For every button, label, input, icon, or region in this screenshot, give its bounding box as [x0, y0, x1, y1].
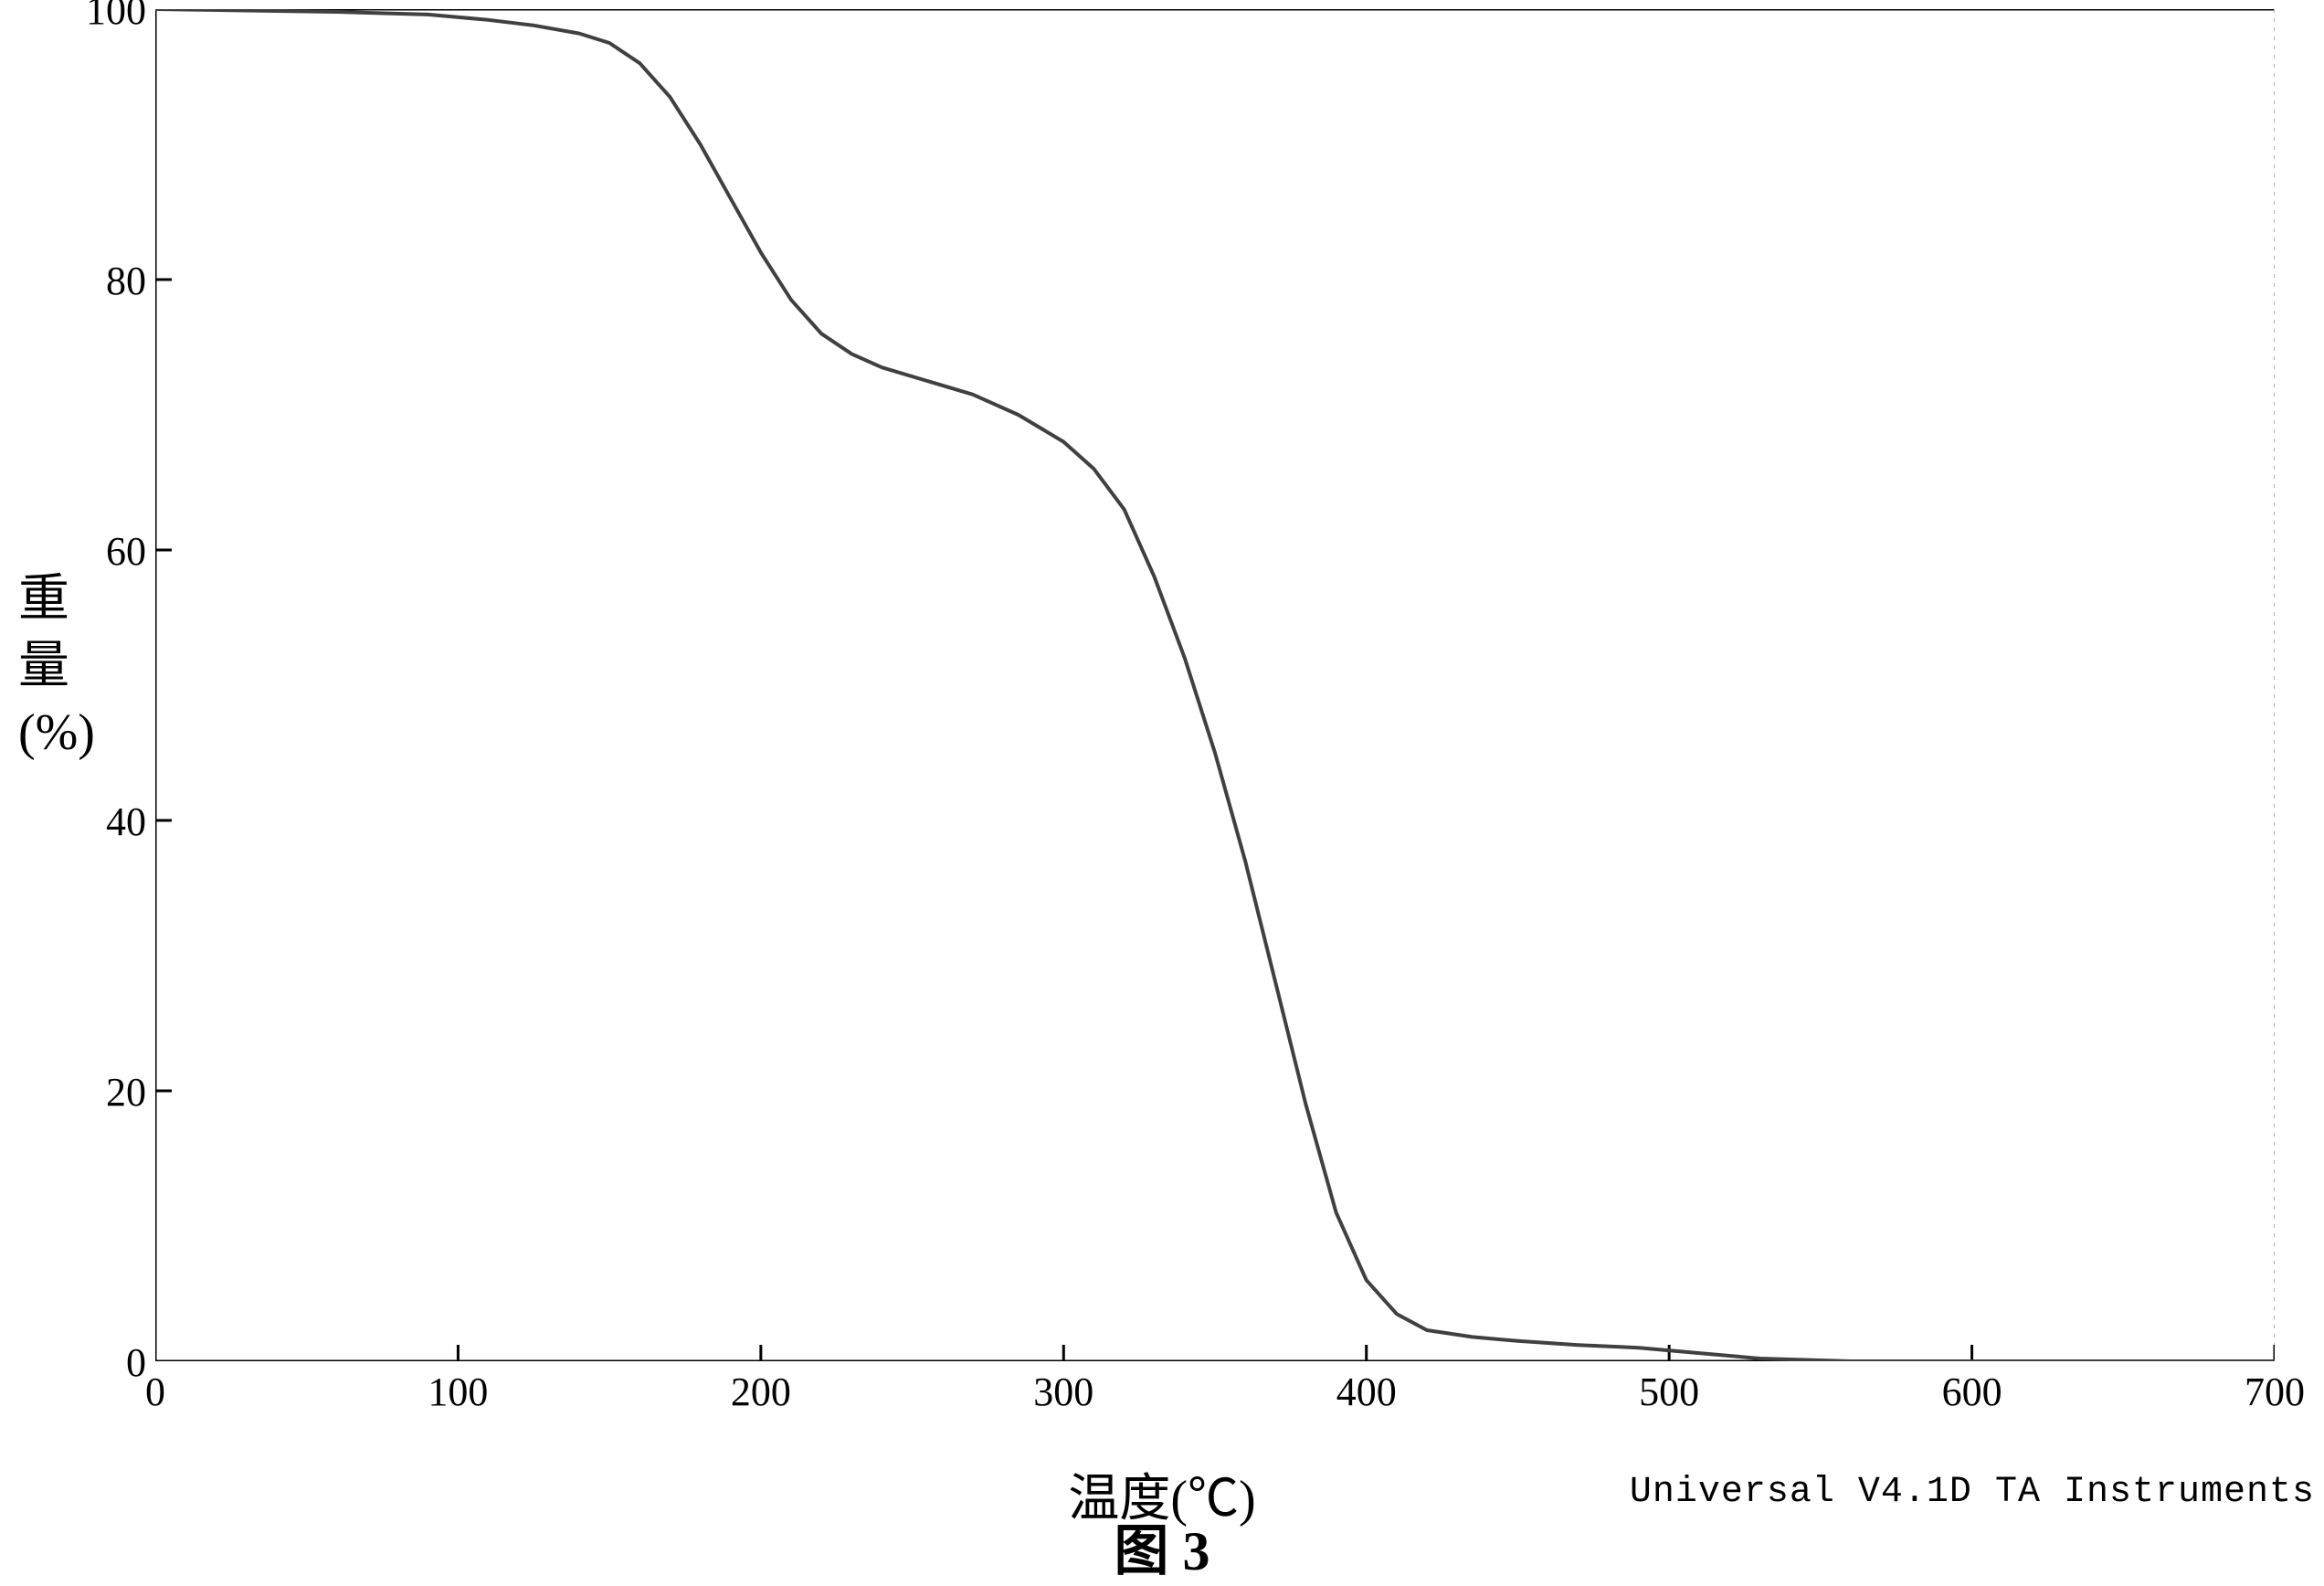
y-axis-label-line3: (%) — [18, 700, 95, 767]
x-tick-label: 0 — [110, 1369, 201, 1415]
y-tick-label: 20 — [64, 1069, 146, 1115]
x-tick-label: 100 — [412, 1369, 503, 1415]
x-tick-label: 700 — [2229, 1369, 2320, 1415]
y-tick-label: 80 — [64, 258, 146, 304]
y-tick-label: 60 — [64, 528, 146, 575]
x-axis-ticks — [155, 1345, 2275, 1361]
figure-caption: 图 3 — [0, 1507, 2324, 1586]
y-tick-label: 100 — [64, 0, 146, 34]
x-tick-label: 400 — [1321, 1369, 1412, 1415]
y-tick-label: 40 — [64, 798, 146, 845]
y-axis-label-line2: 量 — [18, 633, 69, 700]
x-tick-label: 500 — [1623, 1369, 1715, 1415]
tga-chart — [155, 9, 2275, 1361]
y-axis-label: 重 量 (%) — [18, 566, 95, 766]
x-tick-label: 300 — [1018, 1369, 1109, 1415]
page-root: 重 量 (%) 020406080100 0100200300400500600… — [0, 0, 2324, 1586]
x-tick-label: 200 — [715, 1369, 807, 1415]
y-axis-label-line1: 重 — [18, 566, 69, 633]
x-tick-label: 600 — [1927, 1369, 2018, 1415]
data-curve — [155, 9, 2275, 1361]
y-axis-ticks — [155, 9, 172, 1361]
